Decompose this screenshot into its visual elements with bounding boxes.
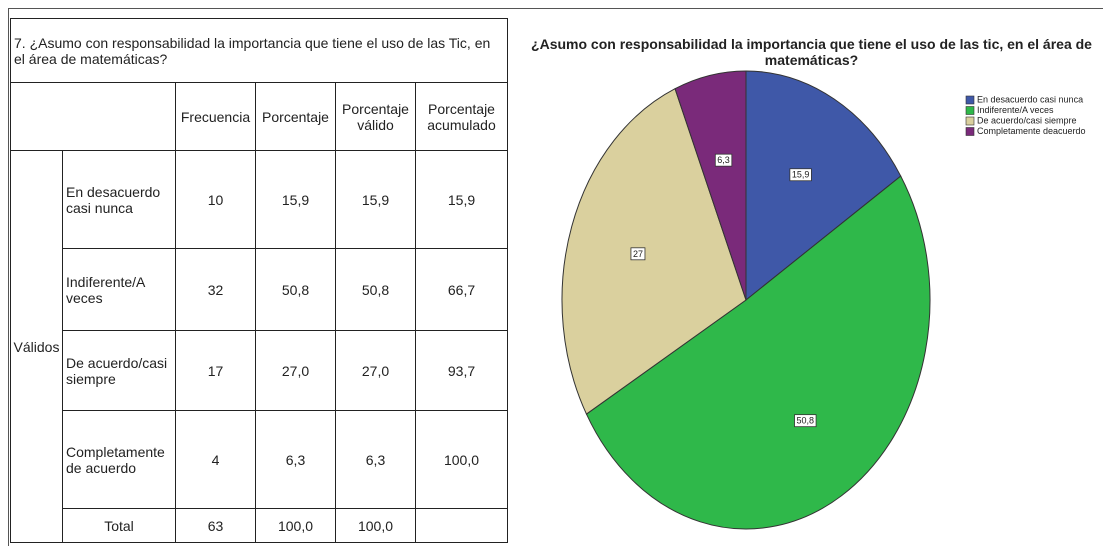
legend-label: De acuerdo/casi siempre	[977, 115, 1077, 125]
blank-cell	[10, 82, 176, 151]
cell: 93,7	[415, 330, 508, 411]
slice-label: 6,3	[717, 155, 730, 165]
cell: 32	[175, 248, 256, 331]
cell: 27,0	[335, 330, 416, 411]
legend-swatch	[965, 127, 975, 136]
group-label: Válidos	[10, 150, 63, 543]
cell: 100,0	[415, 410, 508, 509]
cell: 6,3	[335, 410, 416, 509]
pie-slice	[674, 70, 747, 301]
row-label: Indiferente/A veces	[62, 248, 176, 331]
slice-label: 50,8	[797, 416, 815, 426]
cell	[415, 508, 508, 543]
slice-label-box	[789, 168, 812, 182]
cell: 4	[175, 410, 256, 509]
legend-swatch	[965, 106, 975, 115]
table-title: 7. ¿Asumo con responsabilidad la importa…	[10, 18, 508, 83]
frequency-table: 7. ¿Asumo con responsabilidad la importa…	[10, 18, 508, 543]
frame	[8, 8, 1103, 546]
legend-swatch	[965, 95, 975, 105]
header: Porcentaje acumulado	[415, 82, 508, 151]
slice-label: 15,9	[792, 170, 810, 180]
pie-slice	[561, 87, 747, 415]
header: Porcentaje	[255, 82, 336, 151]
pie-slice	[585, 175, 931, 530]
legend-swatch	[965, 116, 975, 126]
header: Porcentaje válido	[335, 82, 416, 151]
legend-label: En desacuerdo casi nunca	[977, 94, 1083, 104]
cell: 10	[175, 150, 256, 249]
slice-label: 27	[633, 249, 643, 259]
legend-label: Completamente deacuerdo	[977, 126, 1086, 136]
slice-label-box	[630, 247, 646, 261]
legend-label: Indiferente/A veces	[977, 105, 1054, 115]
chart-title: ¿Asumo con responsabilidad la importanci…	[531, 36, 1092, 68]
slice-label-box	[714, 153, 733, 167]
row-label: Completamente de acuerdo	[62, 410, 176, 509]
row-label: De acuerdo/casi siempre	[62, 330, 176, 411]
cell: 15,9	[335, 150, 416, 249]
pie-slice	[745, 70, 902, 302]
cell: 100,0	[255, 508, 336, 543]
cell: 66,7	[415, 248, 508, 331]
cell: 17	[175, 330, 256, 411]
slice-label-box	[794, 414, 817, 428]
total-label: Total	[62, 508, 176, 543]
